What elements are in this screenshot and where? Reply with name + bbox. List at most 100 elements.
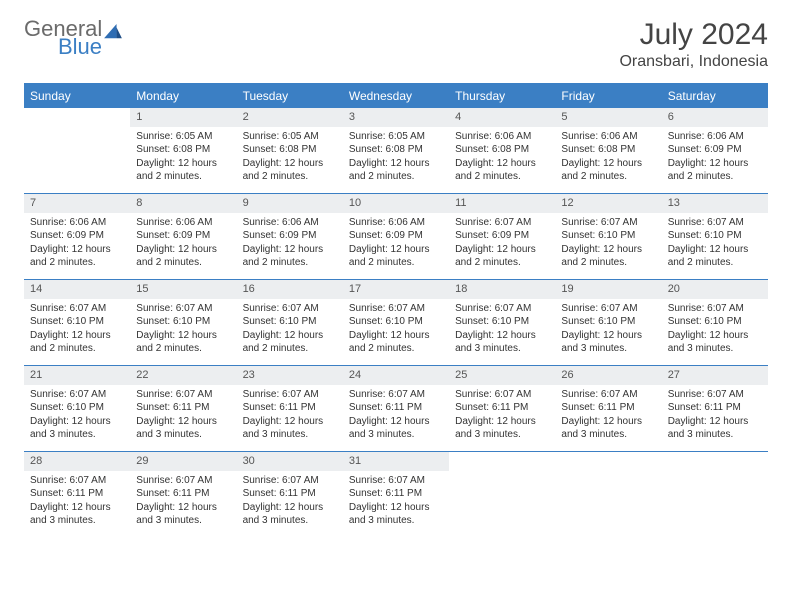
calendar-day-cell: 6Sunrise: 6:06 AMSunset: 6:09 PMDaylight… bbox=[662, 108, 768, 194]
day-number: 18 bbox=[449, 280, 555, 299]
daylight-text: Daylight: 12 hours and 2 minutes. bbox=[349, 157, 443, 184]
sunset-text: Sunset: 6:11 PM bbox=[30, 487, 124, 501]
daylight-text: Daylight: 12 hours and 2 minutes. bbox=[455, 243, 549, 270]
day-body: Sunrise: 6:06 AMSunset: 6:09 PMDaylight:… bbox=[130, 213, 236, 274]
day-number: 20 bbox=[662, 280, 768, 299]
weekday-monday: Monday bbox=[130, 84, 236, 108]
daylight-text: Daylight: 12 hours and 3 minutes. bbox=[349, 415, 443, 442]
daylight-text: Daylight: 12 hours and 2 minutes. bbox=[136, 329, 230, 356]
daylight-text: Daylight: 12 hours and 2 minutes. bbox=[136, 243, 230, 270]
day-number: 15 bbox=[130, 280, 236, 299]
calendar-day-cell: 11Sunrise: 6:07 AMSunset: 6:09 PMDayligh… bbox=[449, 194, 555, 280]
daylight-text: Daylight: 12 hours and 2 minutes. bbox=[561, 243, 655, 270]
sunrise-text: Sunrise: 6:07 AM bbox=[349, 302, 443, 316]
sunset-text: Sunset: 6:10 PM bbox=[561, 229, 655, 243]
day-number: 30 bbox=[237, 452, 343, 471]
sunrise-text: Sunrise: 6:07 AM bbox=[136, 302, 230, 316]
day-body: Sunrise: 6:06 AMSunset: 6:09 PMDaylight:… bbox=[343, 213, 449, 274]
daylight-text: Daylight: 12 hours and 3 minutes. bbox=[136, 415, 230, 442]
day-body: Sunrise: 6:07 AMSunset: 6:10 PMDaylight:… bbox=[343, 299, 449, 360]
daylight-text: Daylight: 12 hours and 2 minutes. bbox=[561, 157, 655, 184]
day-number: 27 bbox=[662, 366, 768, 385]
day-body: Sunrise: 6:07 AMSunset: 6:10 PMDaylight:… bbox=[555, 213, 661, 274]
day-body: Sunrise: 6:07 AMSunset: 6:11 PMDaylight:… bbox=[555, 385, 661, 446]
sunrise-text: Sunrise: 6:07 AM bbox=[30, 388, 124, 402]
calendar-day-cell: 20Sunrise: 6:07 AMSunset: 6:10 PMDayligh… bbox=[662, 280, 768, 366]
calendar-day-cell: 8Sunrise: 6:06 AMSunset: 6:09 PMDaylight… bbox=[130, 194, 236, 280]
sunset-text: Sunset: 6:08 PM bbox=[243, 143, 337, 157]
sunrise-text: Sunrise: 6:06 AM bbox=[455, 130, 549, 144]
sunrise-text: Sunrise: 6:07 AM bbox=[455, 302, 549, 316]
calendar-day-cell: 24Sunrise: 6:07 AMSunset: 6:11 PMDayligh… bbox=[343, 366, 449, 452]
sunset-text: Sunset: 6:11 PM bbox=[668, 401, 762, 415]
calendar-day-cell: 22Sunrise: 6:07 AMSunset: 6:11 PMDayligh… bbox=[130, 366, 236, 452]
calendar-day-cell bbox=[555, 452, 661, 538]
calendar-day-cell: 3Sunrise: 6:05 AMSunset: 6:08 PMDaylight… bbox=[343, 108, 449, 194]
sunrise-text: Sunrise: 6:07 AM bbox=[136, 474, 230, 488]
sunrise-text: Sunrise: 6:07 AM bbox=[561, 216, 655, 230]
day-number: 7 bbox=[24, 194, 130, 213]
day-number: 31 bbox=[343, 452, 449, 471]
daylight-text: Daylight: 12 hours and 2 minutes. bbox=[243, 243, 337, 270]
sunset-text: Sunset: 6:10 PM bbox=[349, 315, 443, 329]
daylight-text: Daylight: 12 hours and 3 minutes. bbox=[30, 415, 124, 442]
day-number: 12 bbox=[555, 194, 661, 213]
day-number: 19 bbox=[555, 280, 661, 299]
calendar-day-cell: 21Sunrise: 6:07 AMSunset: 6:10 PMDayligh… bbox=[24, 366, 130, 452]
daylight-text: Daylight: 12 hours and 2 minutes. bbox=[243, 329, 337, 356]
daylight-text: Daylight: 12 hours and 3 minutes. bbox=[561, 329, 655, 356]
sunrise-text: Sunrise: 6:07 AM bbox=[455, 216, 549, 230]
sunset-text: Sunset: 6:10 PM bbox=[136, 315, 230, 329]
day-number: 25 bbox=[449, 366, 555, 385]
day-number: 5 bbox=[555, 108, 661, 127]
weekday-wednesday: Wednesday bbox=[343, 84, 449, 108]
day-number: 16 bbox=[237, 280, 343, 299]
day-body: Sunrise: 6:07 AMSunset: 6:11 PMDaylight:… bbox=[449, 385, 555, 446]
calendar-day-cell: 1Sunrise: 6:05 AMSunset: 6:08 PMDaylight… bbox=[130, 108, 236, 194]
calendar-day-cell: 18Sunrise: 6:07 AMSunset: 6:10 PMDayligh… bbox=[449, 280, 555, 366]
sunset-text: Sunset: 6:08 PM bbox=[561, 143, 655, 157]
weekday-thursday: Thursday bbox=[449, 84, 555, 108]
sunset-text: Sunset: 6:11 PM bbox=[561, 401, 655, 415]
day-body: Sunrise: 6:07 AMSunset: 6:10 PMDaylight:… bbox=[24, 299, 130, 360]
sunrise-text: Sunrise: 6:07 AM bbox=[561, 302, 655, 316]
weekday-tuesday: Tuesday bbox=[237, 84, 343, 108]
daylight-text: Daylight: 12 hours and 3 minutes. bbox=[455, 415, 549, 442]
sunset-text: Sunset: 6:10 PM bbox=[30, 401, 124, 415]
calendar-day-cell: 10Sunrise: 6:06 AMSunset: 6:09 PMDayligh… bbox=[343, 194, 449, 280]
daylight-text: Daylight: 12 hours and 2 minutes. bbox=[668, 243, 762, 270]
daylight-text: Daylight: 12 hours and 3 minutes. bbox=[30, 501, 124, 528]
sunset-text: Sunset: 6:10 PM bbox=[243, 315, 337, 329]
day-body: Sunrise: 6:05 AMSunset: 6:08 PMDaylight:… bbox=[237, 127, 343, 188]
calendar-day-cell: 9Sunrise: 6:06 AMSunset: 6:09 PMDaylight… bbox=[237, 194, 343, 280]
calendar-day-cell: 23Sunrise: 6:07 AMSunset: 6:11 PMDayligh… bbox=[237, 366, 343, 452]
calendar-day-cell: 13Sunrise: 6:07 AMSunset: 6:10 PMDayligh… bbox=[662, 194, 768, 280]
daylight-text: Daylight: 12 hours and 2 minutes. bbox=[136, 157, 230, 184]
calendar-day-cell: 28Sunrise: 6:07 AMSunset: 6:11 PMDayligh… bbox=[24, 452, 130, 538]
sunrise-text: Sunrise: 6:06 AM bbox=[561, 130, 655, 144]
calendar-week-row: 14Sunrise: 6:07 AMSunset: 6:10 PMDayligh… bbox=[24, 280, 768, 366]
day-body: Sunrise: 6:07 AMSunset: 6:11 PMDaylight:… bbox=[24, 471, 130, 532]
calendar-day-cell: 7Sunrise: 6:06 AMSunset: 6:09 PMDaylight… bbox=[24, 194, 130, 280]
logo-text-blue: Blue bbox=[58, 36, 122, 58]
day-number: 13 bbox=[662, 194, 768, 213]
header: GeneralBlue July 2024 Oransbari, Indones… bbox=[24, 18, 768, 71]
daylight-text: Daylight: 12 hours and 3 minutes. bbox=[349, 501, 443, 528]
day-body: Sunrise: 6:06 AMSunset: 6:09 PMDaylight:… bbox=[237, 213, 343, 274]
day-number: 10 bbox=[343, 194, 449, 213]
day-body: Sunrise: 6:07 AMSunset: 6:10 PMDaylight:… bbox=[130, 299, 236, 360]
day-number: 3 bbox=[343, 108, 449, 127]
day-body: Sunrise: 6:07 AMSunset: 6:10 PMDaylight:… bbox=[662, 299, 768, 360]
sunset-text: Sunset: 6:08 PM bbox=[455, 143, 549, 157]
day-body: Sunrise: 6:07 AMSunset: 6:10 PMDaylight:… bbox=[555, 299, 661, 360]
sunset-text: Sunset: 6:10 PM bbox=[30, 315, 124, 329]
sunset-text: Sunset: 6:09 PM bbox=[136, 229, 230, 243]
daylight-text: Daylight: 12 hours and 2 minutes. bbox=[30, 329, 124, 356]
daylight-text: Daylight: 12 hours and 3 minutes. bbox=[455, 329, 549, 356]
calendar-day-cell: 31Sunrise: 6:07 AMSunset: 6:11 PMDayligh… bbox=[343, 452, 449, 538]
calendar-day-cell: 29Sunrise: 6:07 AMSunset: 6:11 PMDayligh… bbox=[130, 452, 236, 538]
sunrise-text: Sunrise: 6:07 AM bbox=[668, 302, 762, 316]
day-number: 29 bbox=[130, 452, 236, 471]
sunset-text: Sunset: 6:09 PM bbox=[668, 143, 762, 157]
daylight-text: Daylight: 12 hours and 3 minutes. bbox=[243, 501, 337, 528]
